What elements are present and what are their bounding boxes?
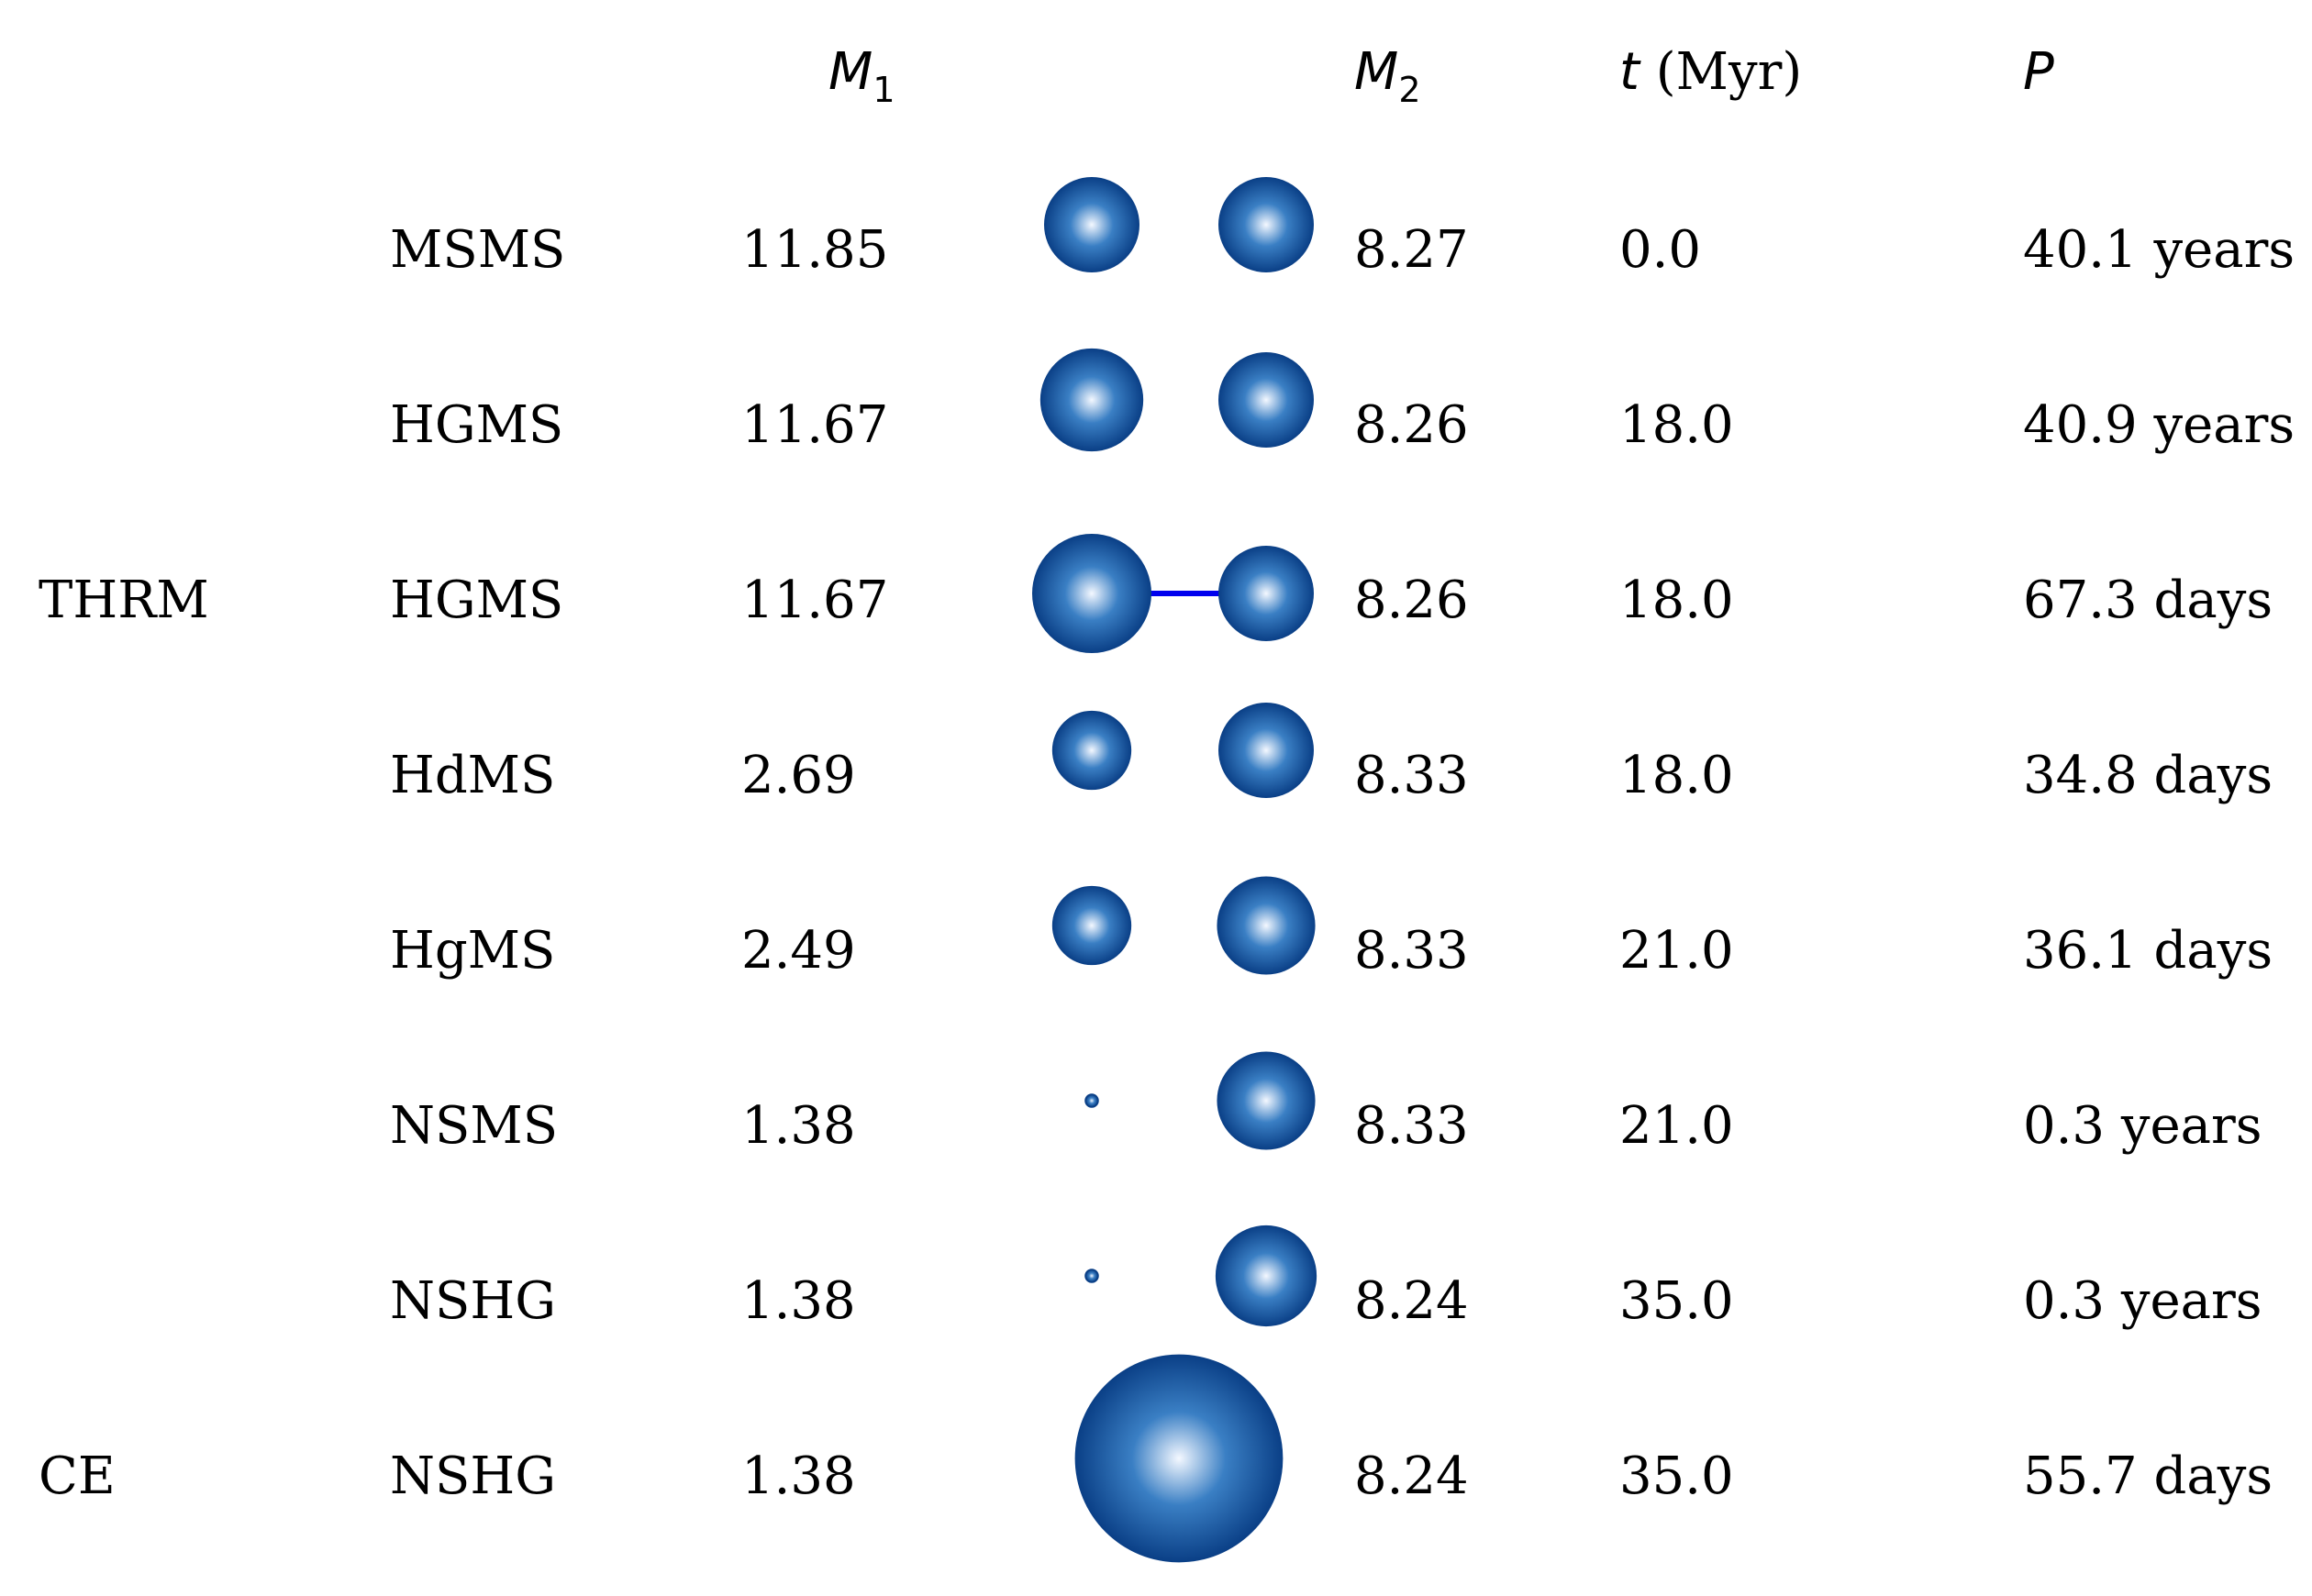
m2-value: 8.26 [1354,571,1469,630]
binary-system [1084,1225,1317,1327]
m1-value: 1.38 [741,1446,856,1506]
m1-value: 11.85 [741,220,889,280]
period-value: 67.3 days [2023,571,2273,630]
period-value: 34.8 days [2023,746,2273,805]
period-value: 0.3 years [2023,1271,2262,1331]
period-value: 55.7 days [2023,1446,2273,1506]
time-value: 35.0 [1619,1271,1734,1331]
period-value: 0.3 years [2023,1096,2262,1156]
m2-value: 8.33 [1354,746,1469,805]
stellar-types: HGMS [390,395,564,455]
header-m1: M1 [828,42,895,110]
phase-label: CE [39,1446,116,1506]
header-period: P [2023,42,2054,102]
stellar-types: MSMS [390,220,566,280]
m1-value: 2.69 [741,746,856,805]
time-value: 0.0 [1619,220,1702,280]
secondary-star [1218,546,1314,641]
primary-star [1039,348,1144,452]
stellar-types: HdMS [390,746,556,805]
primary-star [1084,1269,1099,1283]
secondary-star [1215,1225,1317,1327]
m2-value: 8.26 [1354,395,1469,455]
phase-label: THRM [39,571,209,630]
period-value: 40.1 years [2023,220,2295,280]
binary-system [1032,534,1314,653]
primary-star [1032,534,1151,653]
primary-star [1051,885,1132,966]
m2-value: 8.24 [1354,1446,1469,1506]
stellar-types: NSHG [390,1271,556,1331]
period-value: 36.1 days [2023,921,2273,981]
time-value: 18.0 [1619,395,1734,455]
period-value: 40.9 years [2023,395,2295,455]
header-m2: M2 [1354,42,1421,110]
binary-system [1084,1051,1316,1150]
stellar-types: NSHG [390,1446,556,1506]
primary-star [1044,177,1139,272]
stellar-types: NSMS [390,1096,559,1156]
secondary-star [1218,703,1314,798]
m1-value: 11.67 [741,571,889,630]
binary-system [1051,876,1316,975]
time-value: 18.0 [1619,571,1734,630]
binary-system [1074,1354,1284,1563]
m2-value: 8.33 [1354,1096,1469,1156]
m1-value: 1.38 [741,1096,856,1156]
stellar-types: HgMS [390,921,556,981]
m2-value: 8.33 [1354,921,1469,981]
binary-system [1039,348,1314,452]
header-time: t (Myr) [1619,42,1803,102]
time-value: 18.0 [1619,746,1734,805]
primary-star [1084,1093,1099,1108]
m1-value: 11.67 [741,395,889,455]
m2-value: 8.24 [1354,1271,1469,1331]
m1-value: 2.49 [741,921,856,981]
binary-system [1044,177,1314,272]
secondary-star [1218,177,1314,272]
time-value: 21.0 [1619,921,1734,981]
time-value: 21.0 [1619,1096,1734,1156]
primary-star [1051,710,1132,791]
secondary-star [1217,1051,1316,1150]
binary-system [1051,703,1314,798]
m1-value: 1.38 [741,1271,856,1331]
stellar-types: HGMS [390,571,564,630]
secondary-star [1218,352,1314,448]
common-envelope-star [1074,1354,1284,1563]
m2-value: 8.27 [1354,220,1469,280]
time-value: 35.0 [1619,1446,1734,1506]
secondary-star [1217,876,1316,975]
